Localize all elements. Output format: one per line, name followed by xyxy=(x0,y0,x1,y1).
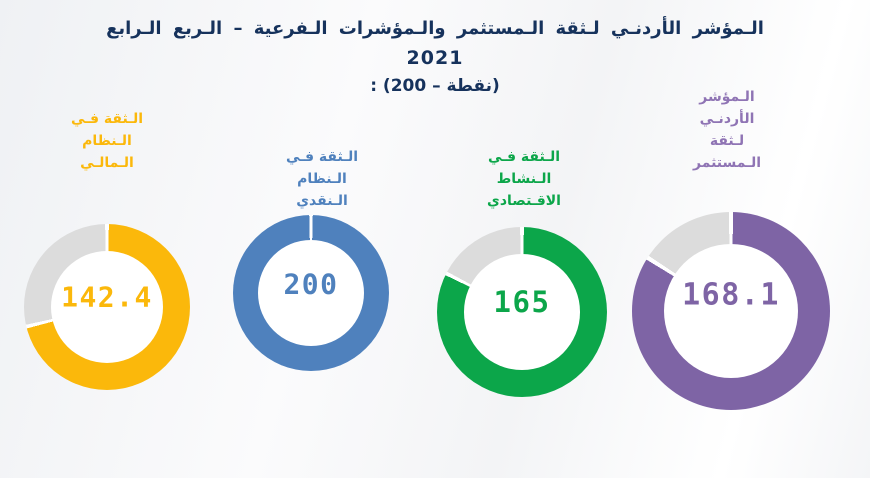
label-line: الـثقة فـي xyxy=(487,149,561,165)
donut-confidence-monetary-system: 200 xyxy=(233,215,389,371)
label-line: الـنقدي xyxy=(296,193,348,209)
label-line: الـمالـي xyxy=(80,155,134,171)
chart-title: الـمؤشر الأردنـي لـثقة الـمستثمر والـمؤش… xyxy=(106,18,764,39)
donut-hole xyxy=(464,254,580,370)
label-line: الـنظام xyxy=(82,133,132,149)
label-investor-confidence-index: الـمؤشر الأردنـي لـثقة الـمستثمر xyxy=(647,86,807,174)
label-line: لـثقة xyxy=(709,133,745,149)
chart-title-block: الـمؤشر الأردنـي لـثقة الـمستثمر والـمؤش… xyxy=(0,14,870,100)
donut-hole xyxy=(50,250,164,364)
label-line: الـثقة فـي xyxy=(70,111,144,127)
label-line: الـمستثمر xyxy=(693,155,761,171)
label-line: الأردنـي xyxy=(699,111,755,127)
label-line: الاقـتصادي xyxy=(487,193,561,209)
label-confidence-economic-activity: الـثقة فـي الـنشاط الاقـتصادي xyxy=(444,146,604,212)
donut-confidence-economic-activity: 165 xyxy=(437,227,607,397)
donut-hole xyxy=(257,239,365,347)
label-confidence-monetary-system: الـثقة فـي الـنظام الـنقدي xyxy=(242,146,402,212)
donut-value-financial-system: 142.4 xyxy=(61,280,153,314)
donut-value-monetary-system: 200 xyxy=(283,267,339,301)
chart-subtitle-scale: (نقطة – 200) : xyxy=(370,76,500,96)
label-line: الـثقة فـي xyxy=(285,149,359,165)
label-line: الـنشاط xyxy=(496,171,552,187)
donut-value-investor-confidence: 168.1 xyxy=(682,277,780,313)
donut-investor-confidence-index: 168.1 xyxy=(632,212,830,410)
donut-value-economic-activity: 165 xyxy=(493,284,551,319)
label-line: الـنظام xyxy=(297,171,347,187)
label-confidence-financial-system: الـثقة فـي الـنظام الـمالـي xyxy=(27,108,187,174)
donut-hole xyxy=(663,243,799,379)
donut-confidence-financial-system: 142.4 xyxy=(24,224,190,390)
label-line: الـمؤشر xyxy=(699,89,755,105)
chart-title-year: 2021 xyxy=(406,47,464,69)
